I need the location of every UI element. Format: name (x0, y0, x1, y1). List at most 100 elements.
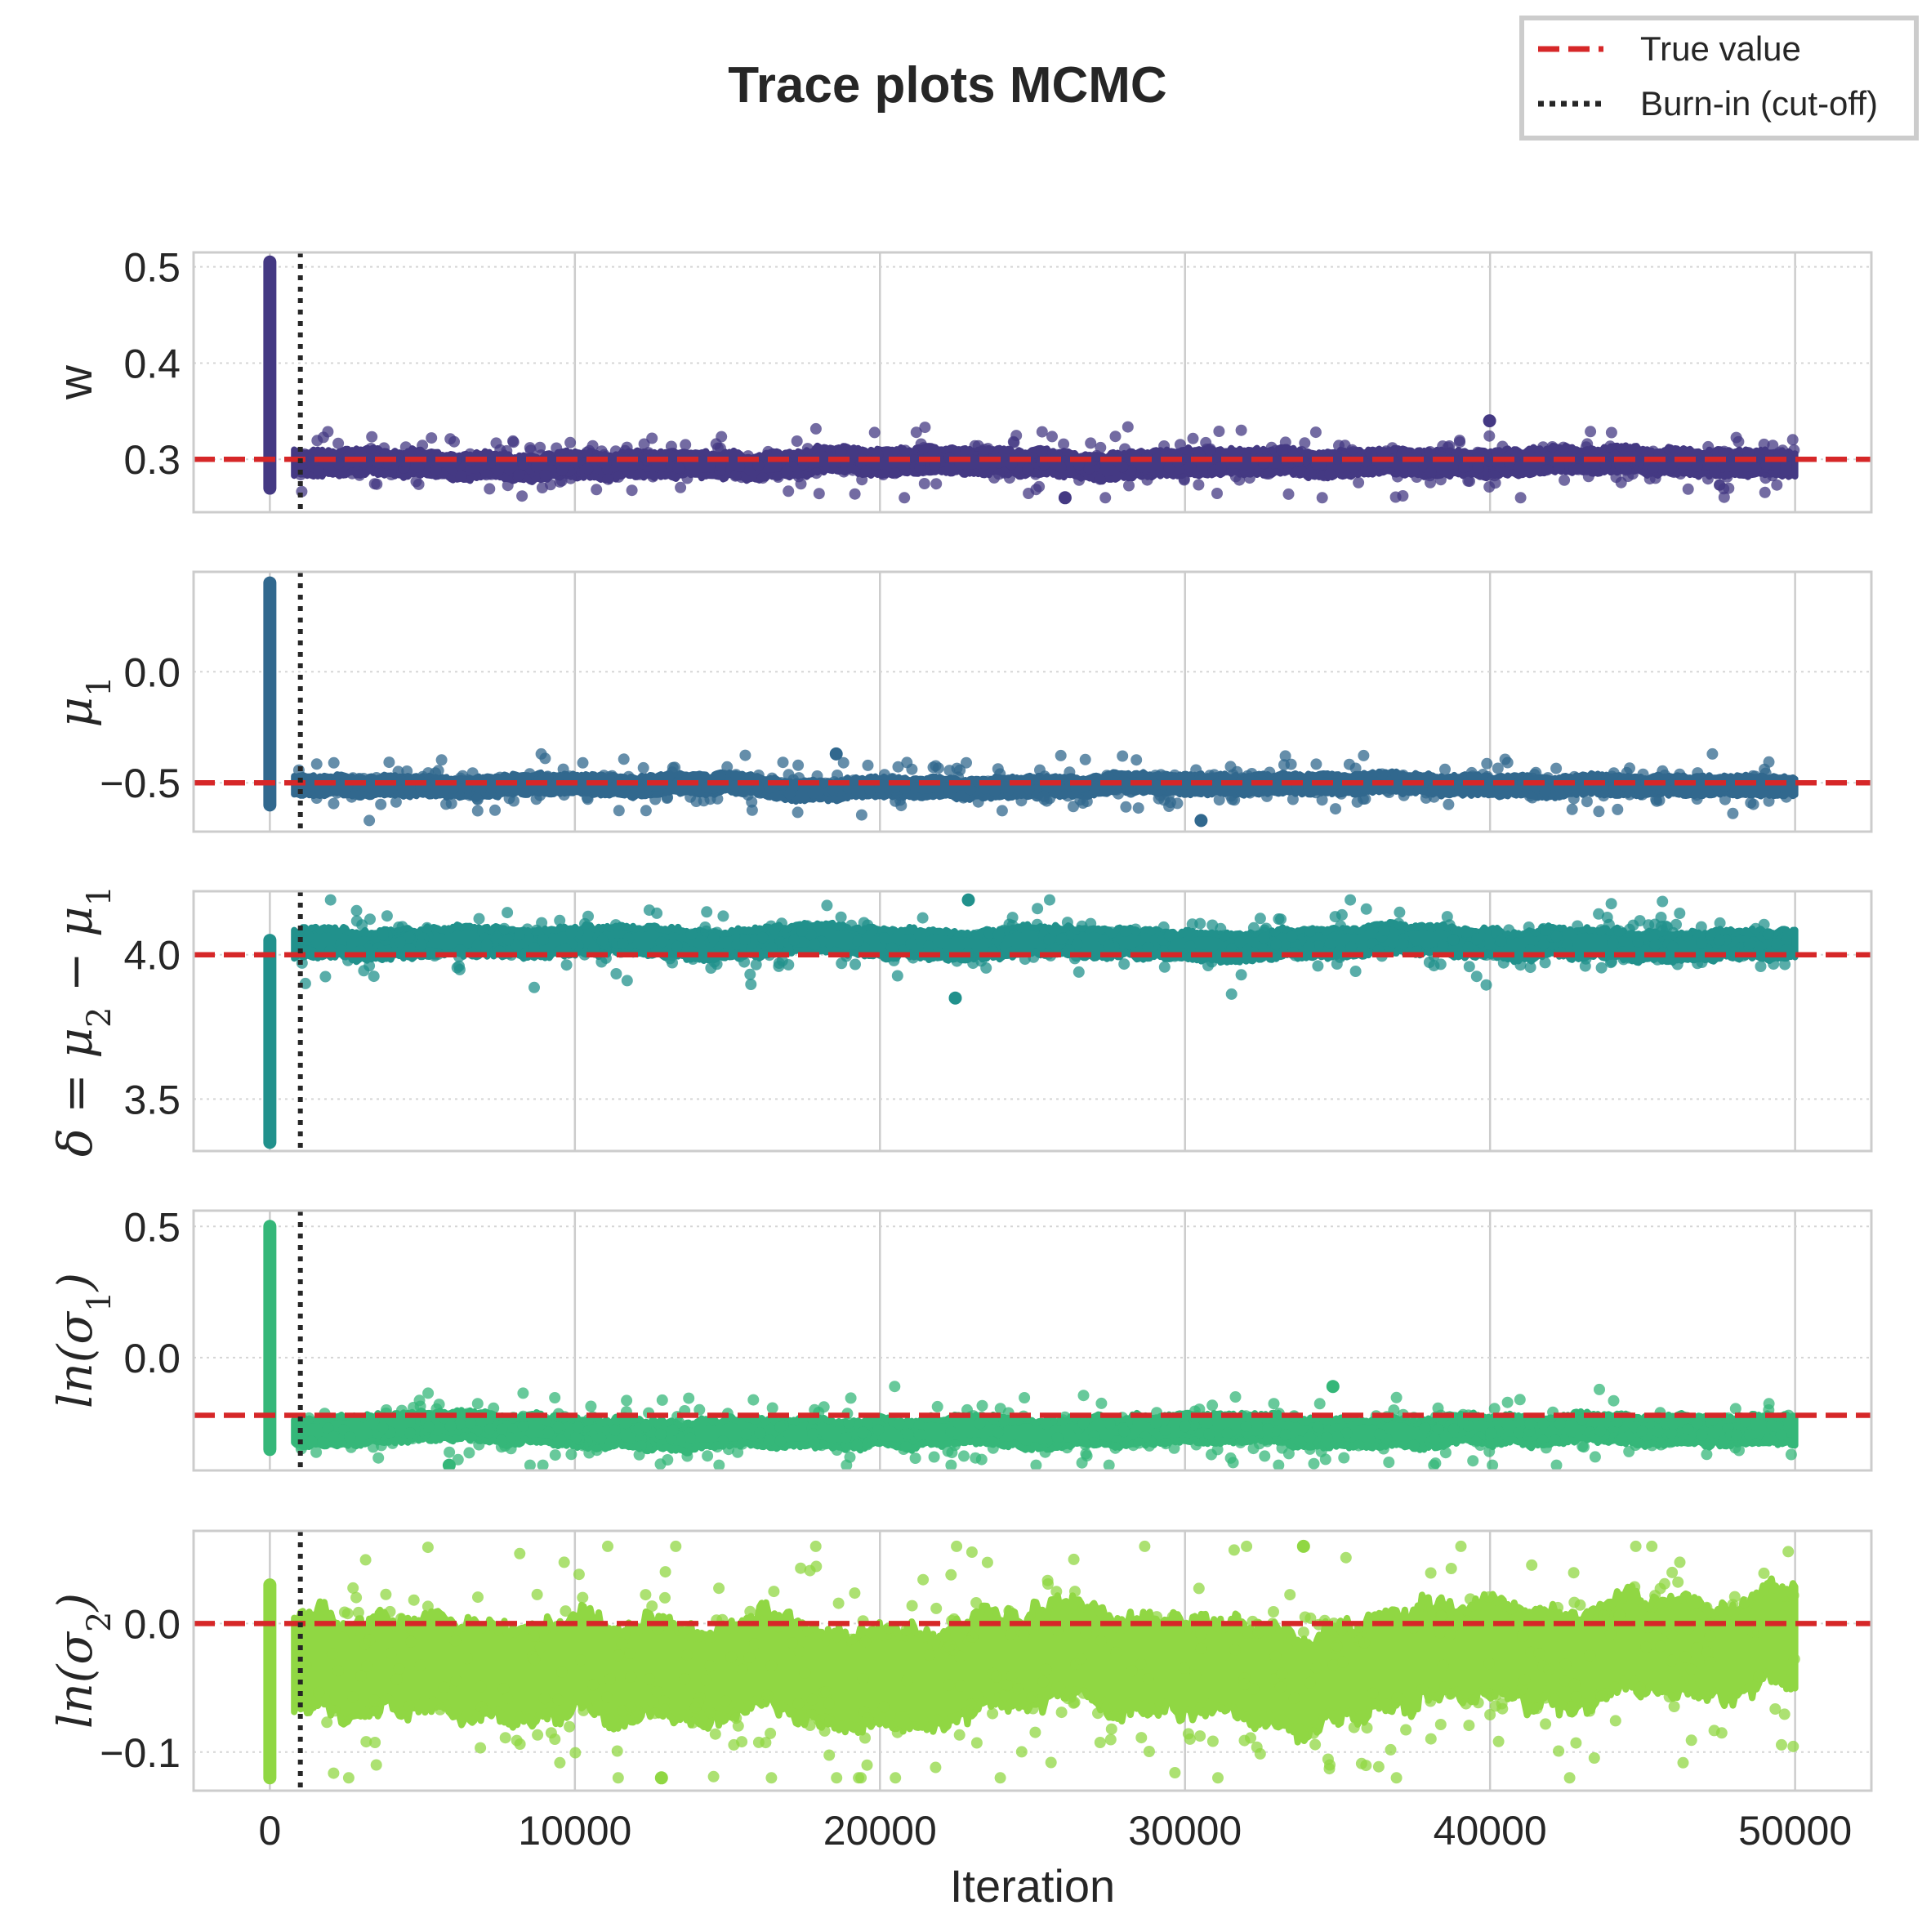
trace-point (1785, 1448, 1797, 1461)
trace-point (849, 1587, 861, 1600)
trace-extreme-point (1326, 1380, 1340, 1394)
trace-point (743, 1652, 756, 1663)
trace-point (1523, 921, 1535, 933)
trace-point (850, 1439, 863, 1451)
trace-point (720, 1695, 732, 1707)
trace-point (644, 1673, 655, 1685)
y-tick-label: −0.1 (100, 1730, 181, 1776)
trace-point (613, 805, 625, 817)
trace-point (466, 1432, 477, 1444)
trace-point (1151, 1611, 1163, 1623)
trace-point (992, 1426, 1004, 1439)
trace-point (1062, 790, 1074, 802)
trace-point (1593, 805, 1605, 818)
trace-point (1609, 1715, 1621, 1727)
trace-point (1691, 460, 1703, 472)
trace-point (704, 793, 716, 805)
trace-point (1313, 1398, 1326, 1410)
trace-point (300, 1659, 312, 1671)
trace-point (991, 1671, 1002, 1683)
trace-point (1696, 1429, 1708, 1441)
trace-point (1044, 894, 1055, 906)
trace-point (1443, 785, 1455, 797)
trace-point (1157, 921, 1170, 933)
trace-point (1624, 762, 1635, 774)
trace-point (705, 962, 717, 974)
trace-point (1753, 1671, 1765, 1683)
trace-point (756, 472, 769, 484)
trace-point (1599, 459, 1612, 471)
trace-point (796, 925, 808, 937)
trace-point (505, 1443, 517, 1455)
trace-point (369, 1705, 381, 1717)
trace-point (1777, 444, 1789, 457)
trace-point (1632, 935, 1644, 948)
trace-point (368, 1418, 380, 1430)
trace-point (1778, 1708, 1791, 1720)
trace-point (643, 904, 655, 917)
trace-point (404, 943, 416, 955)
trace-point (539, 752, 551, 765)
trace-point (1517, 1630, 1529, 1642)
trace-point (768, 1586, 780, 1598)
trace-point (1769, 1703, 1782, 1715)
trace-point (732, 1720, 744, 1732)
trace-point (444, 1421, 457, 1432)
trace-point (1229, 471, 1242, 483)
trace-point (1203, 1428, 1215, 1440)
trace-point (843, 1417, 855, 1429)
trace-point (1514, 959, 1527, 971)
trace-point (585, 1400, 597, 1412)
trace-point (1472, 1697, 1484, 1709)
trace-point (1516, 1684, 1528, 1696)
trace-point (1443, 440, 1456, 452)
trace-point (928, 1451, 940, 1463)
trace-point (804, 1720, 816, 1731)
trace-point (502, 934, 514, 946)
trace-point (1353, 1439, 1365, 1452)
trace-point (1483, 1591, 1495, 1603)
trace-point (1178, 1662, 1190, 1674)
trace-point (390, 796, 402, 808)
trace-point (613, 471, 625, 483)
trace-point (899, 444, 912, 457)
trace-point (1074, 794, 1086, 806)
trace-point (347, 1691, 359, 1703)
trace-point (855, 1772, 867, 1784)
trace-point (974, 1417, 986, 1430)
trace-point (788, 934, 800, 946)
trace-point (521, 923, 533, 935)
trace-point (1079, 1439, 1091, 1451)
trace-point (976, 1399, 988, 1412)
trace-point (665, 1433, 677, 1445)
trace-point (1155, 769, 1167, 781)
trace-point (511, 1734, 523, 1747)
trace-point (1195, 1642, 1207, 1654)
trace-point (556, 1666, 568, 1678)
trace-point (966, 1546, 978, 1558)
trace-point (1073, 966, 1085, 978)
trace-point (444, 1446, 456, 1458)
trace-point (760, 1737, 772, 1749)
trace-point (746, 804, 758, 816)
trace-point (862, 919, 874, 931)
trace-point (1593, 908, 1605, 920)
trace-point (675, 481, 687, 493)
trace-point (1576, 1440, 1589, 1452)
trace-point (1550, 762, 1563, 774)
trace-point (1407, 464, 1420, 476)
trace-point (485, 787, 497, 799)
trace-point (685, 928, 698, 940)
trace-point (1428, 791, 1440, 803)
trace-point (1139, 1540, 1151, 1552)
trace-point (1467, 1455, 1479, 1467)
trace-point (1263, 468, 1275, 480)
trace-point (983, 927, 996, 939)
trace-point (772, 471, 784, 483)
trace-point (988, 785, 1001, 797)
trace-point (1750, 462, 1762, 475)
trace-point (747, 1394, 760, 1406)
trace-point (799, 1667, 811, 1679)
trace-point (328, 756, 340, 769)
trace-extreme-point (1296, 1539, 1310, 1553)
